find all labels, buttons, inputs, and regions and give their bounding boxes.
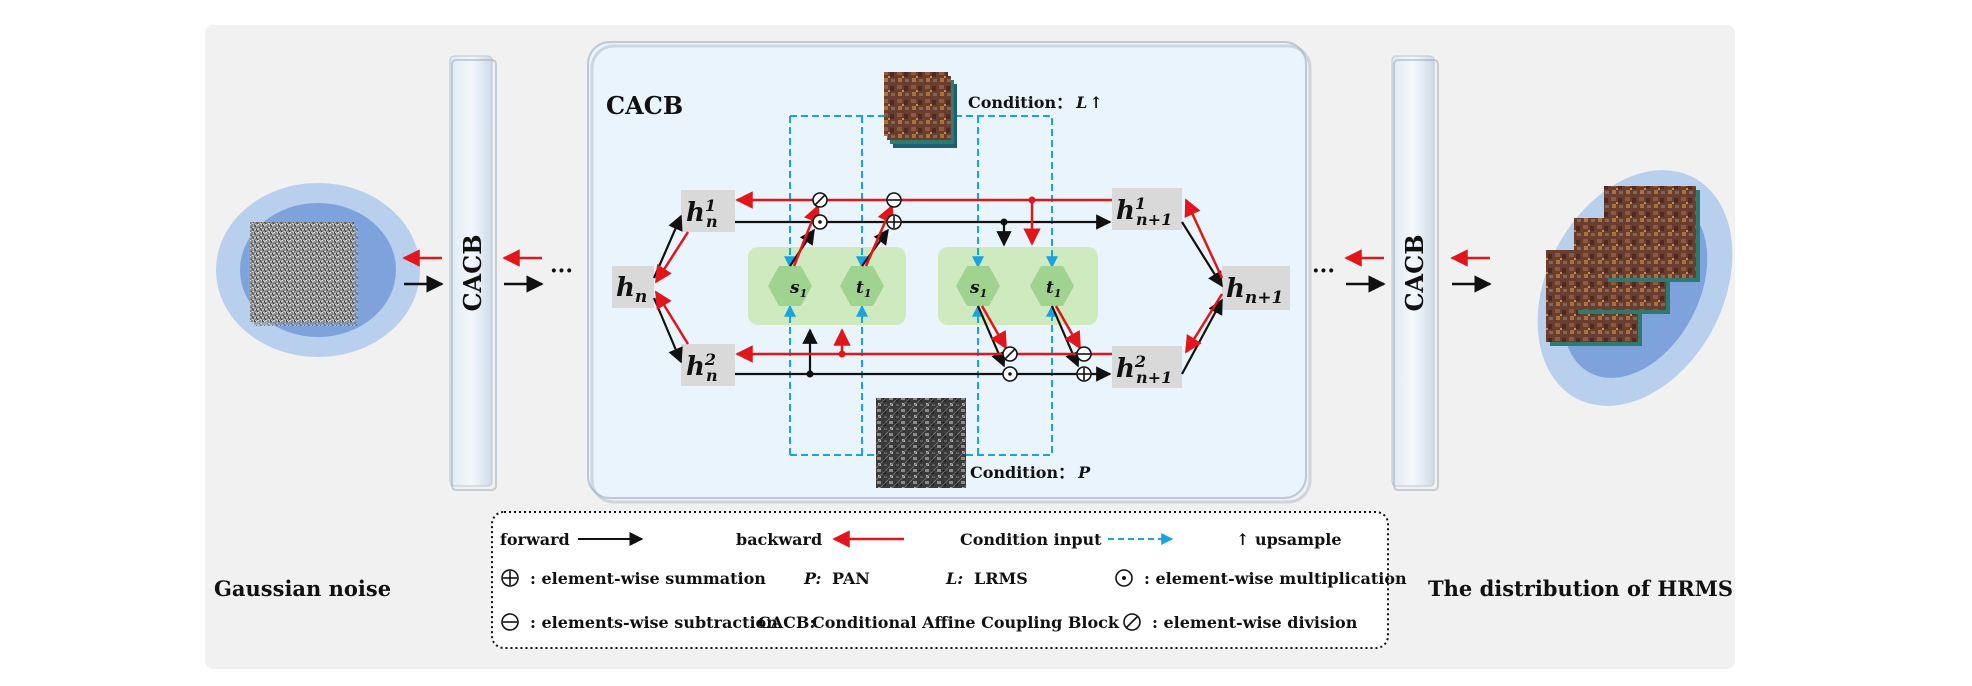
node-hnp1-2-box [1112, 346, 1182, 388]
node-hn-box [612, 266, 654, 308]
cacb-box-title: CACB [606, 91, 683, 120]
hex-s1-right: s1 [956, 266, 1000, 306]
junction-dot-top [1000, 218, 1008, 226]
junction-red-top [1028, 196, 1036, 204]
node-hnp1-2-label: h2 n+1 [1116, 352, 1172, 387]
op-sub-bottom [1076, 346, 1092, 362]
cacb-bar-left-label: CACB [458, 234, 487, 311]
legend-cacb-key: CACB: [758, 613, 815, 632]
op-mul-top [812, 214, 828, 230]
legend-sum-icon [501, 569, 519, 587]
legend-mult-icon [1115, 569, 1133, 587]
gaussian-noise-image [216, 183, 420, 357]
op-sub-top [886, 192, 902, 208]
right-caption: The distribution of HRMS [1428, 576, 1733, 601]
condition-pan-image [876, 398, 966, 488]
legend-forward: forward [500, 530, 570, 549]
hex-t1-left: t1 [840, 266, 884, 306]
legend-cacb: Conditional Affine Coupling Block [812, 613, 1120, 632]
node-hn-label: hn [616, 273, 647, 307]
node-hnp1-1-box [1112, 188, 1182, 230]
junction-dot-bottom [806, 370, 814, 378]
ellipsis-right: ··· [1312, 258, 1335, 284]
svg-text:t1: t1 [1046, 278, 1062, 300]
op-sum-bottom [1076, 366, 1092, 382]
junction-red-bottom [838, 350, 846, 358]
node-hnp1-1-label: h1 n+1 [1116, 194, 1172, 229]
legend-div: : element-wise division [1152, 613, 1358, 632]
op-div-bottom [1002, 346, 1018, 362]
ellipsis-left: ··· [550, 258, 573, 284]
legend-lrms-key: L: [945, 569, 963, 588]
legend-sub-icon [501, 613, 519, 631]
svg-text:t1: t1 [856, 278, 872, 300]
op-div-top [812, 192, 828, 208]
condition-lines [784, 115, 1058, 456]
legend-sum: : element-wise summation [530, 569, 766, 588]
left-caption: Gaussian noise [214, 576, 391, 601]
condition-top-label: Condition： L ↑ [968, 93, 1103, 112]
hex-t1-right: t1 [1030, 266, 1074, 306]
legend-pan: PAN [832, 569, 870, 588]
node-hn1-box [681, 190, 735, 232]
legend-pan-key: P: [803, 569, 821, 588]
svg-text:s1: s1 [969, 278, 987, 300]
legend-backward: backward [736, 530, 822, 549]
forward-flow-lines [652, 214, 1223, 382]
legend-condition: Condition input [960, 530, 1102, 549]
legend-mult: : element-wise multiplication [1144, 569, 1407, 588]
legend-div-icon [1123, 613, 1141, 631]
backward-flow-lines [654, 191, 1224, 363]
svg-text:s1: s1 [789, 278, 807, 300]
op-mul-bottom [1002, 366, 1018, 382]
node-hnp1-box [1222, 266, 1290, 310]
legend-sub: : elements-wise subtraction [530, 613, 778, 632]
node-hn2-box [681, 344, 735, 386]
legend-upsample: ↑ upsample [1236, 530, 1342, 549]
condition-lrms-image [884, 72, 957, 148]
cacb-bar-right [1391, 55, 1435, 487]
legend-lrms: LRMS [974, 569, 1028, 588]
op-sum-top [886, 214, 902, 230]
node-hnp1-label: hn+1 [1226, 274, 1283, 308]
cacb-bar-left [449, 55, 493, 487]
node-hn1-label: h1 n [686, 196, 718, 231]
node-hn2-label: h2 n [686, 350, 718, 385]
condition-bottom-label: Condition： P [970, 463, 1091, 482]
cacb-bar-right-label: CACB [1400, 234, 1429, 311]
hrms-distribution-image [1537, 170, 1733, 406]
hex-s1-left: s1 [768, 266, 812, 306]
legend-box [491, 511, 1389, 649]
